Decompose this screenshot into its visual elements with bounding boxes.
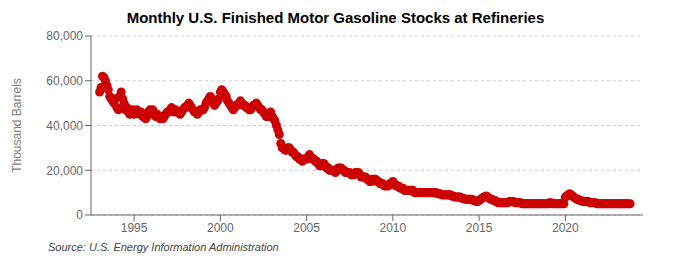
svg-text:2005: 2005 <box>293 221 320 235</box>
svg-text:60,000: 60,000 <box>46 74 83 88</box>
svg-text:20,000: 20,000 <box>46 164 83 178</box>
svg-text:2000: 2000 <box>207 221 234 235</box>
svg-text:2015: 2015 <box>466 221 493 235</box>
svg-text:2020: 2020 <box>552 221 579 235</box>
svg-text:40,000: 40,000 <box>46 119 83 133</box>
html-text:Source: U.S. Energy Informatio: Source: U.S. Energy Information Administ… <box>48 241 279 253</box>
svg-text:80,000: 80,000 <box>46 29 83 43</box>
svg-text:Thousand Barrels: Thousand Barrels <box>10 78 24 173</box>
html-text:Monthly U.S. Finished Motor Ga: Monthly U.S. Finished Motor Gasoline Sto… <box>126 9 545 26</box>
svg-text:1995: 1995 <box>121 221 148 235</box>
svg-text:0: 0 <box>76 208 83 222</box>
svg-text:2010: 2010 <box>380 221 407 235</box>
